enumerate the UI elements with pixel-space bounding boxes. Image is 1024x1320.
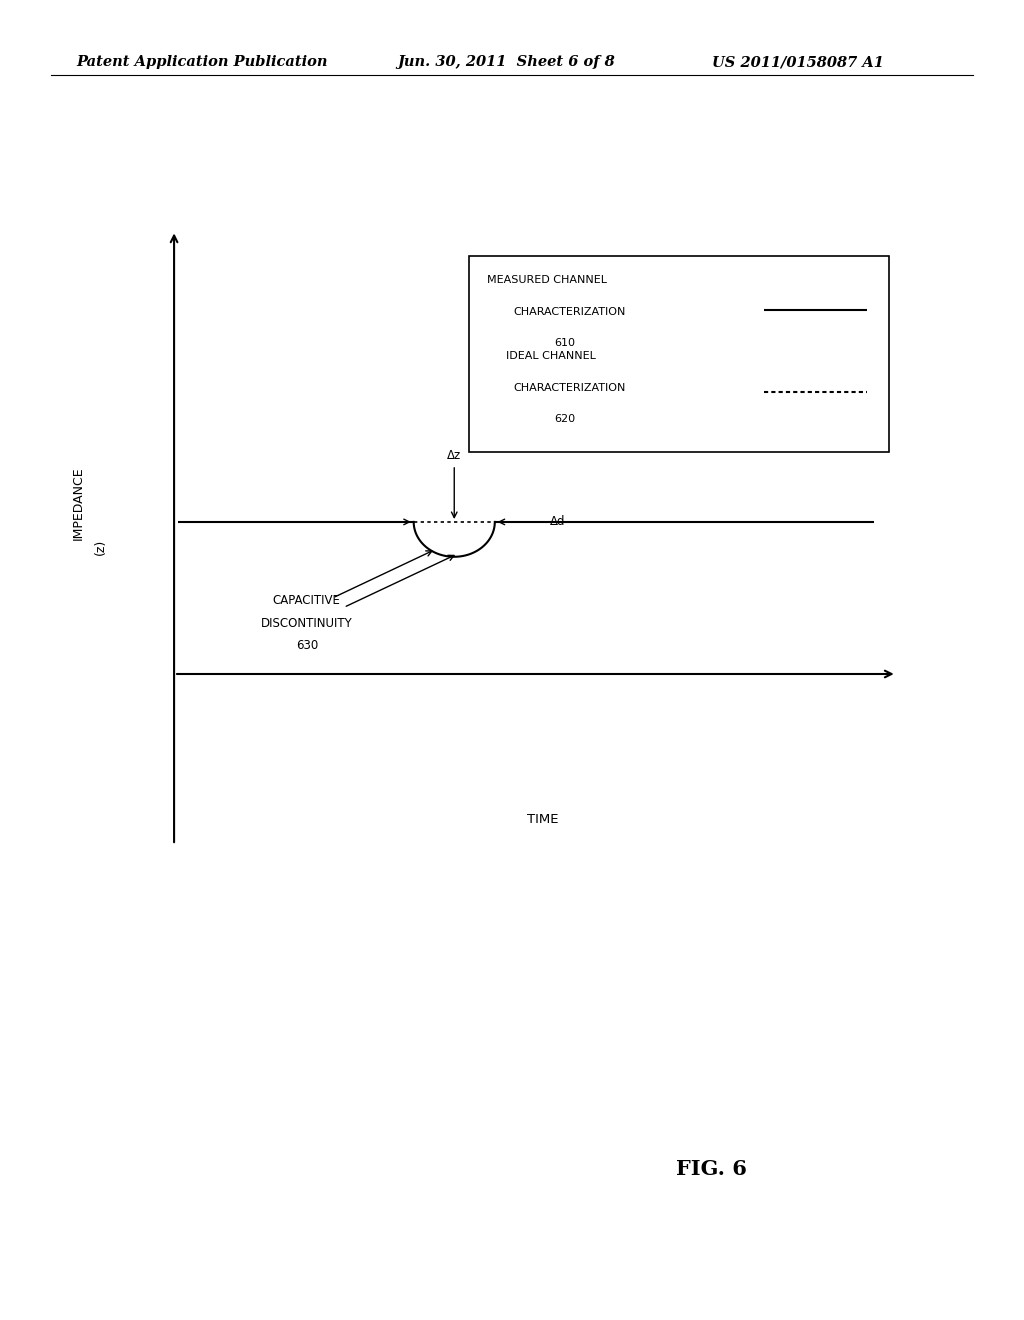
Text: Δz: Δz [447,449,462,462]
Text: CHARACTERIZATION: CHARACTERIZATION [513,383,626,392]
Text: FIG. 6: FIG. 6 [676,1159,746,1179]
Text: 630: 630 [296,639,317,652]
Text: Patent Application Publication: Patent Application Publication [77,55,329,70]
Text: Δd: Δd [550,515,565,528]
Text: 620: 620 [554,414,574,424]
Text: CAPACITIVE: CAPACITIVE [272,594,341,607]
Text: DISCONTINUITY: DISCONTINUITY [261,616,352,630]
Text: (z): (z) [94,539,106,556]
Text: US 2011/0158087 A1: US 2011/0158087 A1 [712,55,884,70]
Text: TIME: TIME [527,813,558,826]
Text: IDEAL CHANNEL: IDEAL CHANNEL [506,351,596,360]
FancyBboxPatch shape [469,256,889,453]
Text: MEASURED CHANNEL: MEASURED CHANNEL [487,275,607,285]
Text: Jun. 30, 2011  Sheet 6 of 8: Jun. 30, 2011 Sheet 6 of 8 [397,55,615,70]
Text: 610: 610 [554,338,574,348]
Text: IMPEDANCE: IMPEDANCE [72,466,85,540]
Text: CHARACTERIZATION: CHARACTERIZATION [513,306,626,317]
